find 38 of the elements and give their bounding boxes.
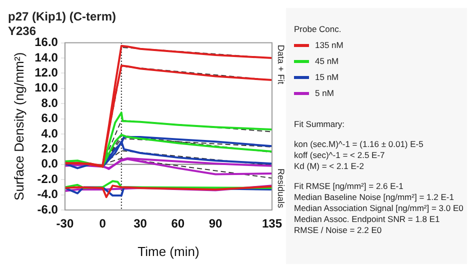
- y-tick-label: 12.0: [34, 66, 58, 80]
- legend-label: 15 nM: [315, 72, 339, 82]
- x-tick-label: 0: [99, 216, 106, 231]
- legend-label: 5 nM: [315, 88, 334, 98]
- text: Data + Fit: [276, 44, 286, 85]
- x-tick-label: 30: [134, 216, 148, 231]
- y-tick-label: 0.0: [41, 156, 58, 171]
- text: Fit Summary:: [294, 119, 346, 130]
- text: Fit RMSE [ng/mm²] = 2.6 E-1: [294, 181, 404, 192]
- y-tick-label: 6.0: [41, 111, 58, 126]
- text: Residuals: [276, 168, 286, 208]
- x-tick-label: -30: [56, 216, 74, 231]
- y-tick-label: -4.0: [37, 187, 58, 202]
- y-tick-label: -2.0: [37, 172, 58, 186]
- text: RMSE / Noise = 2.2 E0: [294, 225, 383, 236]
- y-tick-label: 8.0: [41, 96, 58, 110]
- text: Median Association Signal [ng/mm²] = 3.0 E0: [294, 203, 464, 214]
- x-axis-title: Time (min): [138, 244, 200, 259]
- chart-title: p27 (Kip1) (C-term): [8, 10, 116, 24]
- x-tick-label: 90: [208, 216, 223, 231]
- text: Median Assoc. Endpoint SNR = 1.8 E1: [294, 214, 441, 225]
- text: koff (sec)^-1 = < 2.5 E-7: [294, 150, 386, 161]
- legend-label: 135 nM: [315, 40, 344, 50]
- text: Median Baseline Noise [ng/mm²] = 1.2 E-1: [294, 192, 455, 203]
- y-tick-label: 14.0: [34, 50, 58, 64]
- y-axis-title: Surface Density (ng/mm²): [11, 52, 26, 200]
- legend-title: Probe Conc.: [294, 24, 342, 34]
- x-tick-label: 135: [262, 216, 282, 231]
- x-tick-label: 60: [171, 216, 185, 231]
- text: kon (sec.M)^-1 = (1.16 ± 0.01) E-5: [294, 139, 424, 150]
- y-tick-label: 10.0: [34, 80, 58, 95]
- y-tick-label: 2.0: [41, 142, 58, 156]
- text: Kd (M) = < 2.1 E-2: [294, 161, 365, 172]
- y-tick-label: -6.0: [37, 202, 58, 216]
- legend-label: 45 nM: [315, 56, 339, 66]
- y-tick-label: 4.0: [41, 126, 58, 140]
- chart-subtitle: Y236: [8, 24, 36, 38]
- y-tick-label: 16.0: [34, 35, 58, 50]
